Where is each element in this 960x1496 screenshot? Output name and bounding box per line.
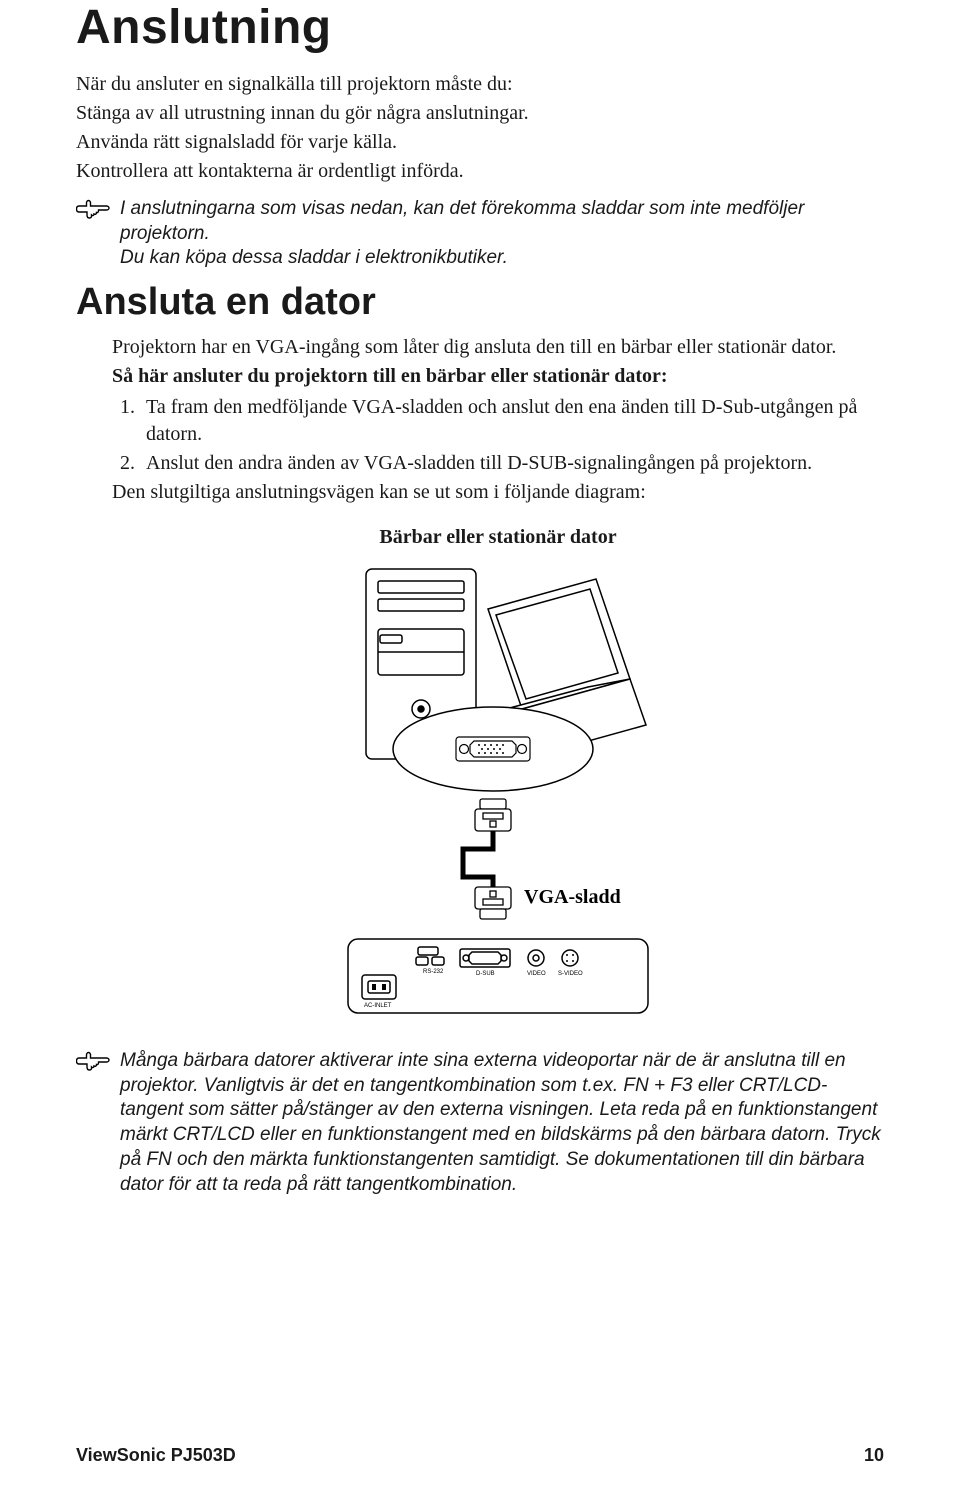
intro-block: När du ansluter en signalkälla till proj…	[76, 71, 884, 185]
connection-diagram: VGA‑sladd	[112, 559, 884, 1019]
section-p1: Projektorn har en VGA-ingång som låter d…	[112, 334, 884, 361]
note1-line1: I anslutningarna som visas nedan, kan de…	[120, 197, 884, 246]
page-footer: ViewSonic PJ503D 10	[76, 1445, 884, 1466]
port-video: VIDEO	[527, 971, 546, 977]
section-p2: Så här ansluter du projektorn till en bä…	[112, 363, 884, 390]
page-title: Anslutning	[76, 0, 884, 55]
port-dsub: D-SUB	[476, 971, 495, 977]
intro-p4: Kontrollera att kontakterna är ordentlig…	[76, 158, 884, 185]
steps-list: Ta fram den medföljande VGA-sladden och …	[112, 394, 884, 477]
diagram-title: Bärbar eller stationär dator	[112, 524, 884, 551]
section-p3: Den slutgiltiga anslutningsvägen kan se …	[112, 479, 884, 506]
port-svideo: S-VIDEO	[558, 971, 583, 977]
section-body: Projektorn har en VGA-ingång som låter d…	[76, 334, 884, 1019]
pointing-hand-icon	[76, 199, 110, 221]
note2-text: Många bärbara datorer aktiverar inte sin…	[120, 1049, 884, 1197]
intro-p2: Stänga av all utrustning innan du gör nå…	[76, 100, 884, 127]
footer-page-number: 10	[864, 1445, 884, 1466]
footer-left: ViewSonic PJ503D	[76, 1445, 236, 1466]
step-1: Ta fram den medföljande VGA-sladden och …	[140, 394, 884, 448]
section-heading: Ansluta en dator	[76, 281, 884, 324]
vga-cable-label: VGA‑sladd	[524, 886, 621, 908]
intro-p3: Använda rätt signalsladd för varje källa…	[76, 129, 884, 156]
pointing-hand-icon	[76, 1051, 110, 1073]
port-ac: AC-INLET	[364, 1003, 392, 1009]
port-rs232: RS-232	[423, 969, 444, 975]
step-2: Anslut den andra änden av VGA-sladden ti…	[140, 450, 884, 477]
note-1: I anslutningarna som visas nedan, kan de…	[76, 197, 884, 271]
note-2: Många bärbara datorer aktiverar inte sin…	[76, 1049, 884, 1197]
intro-p1: När du ansluter en signalkälla till proj…	[76, 71, 884, 98]
diagram-svg: VGA‑sladd	[278, 559, 718, 1019]
note1-line2: Du kan köpa dessa sladdar i elektronikbu…	[120, 246, 884, 271]
